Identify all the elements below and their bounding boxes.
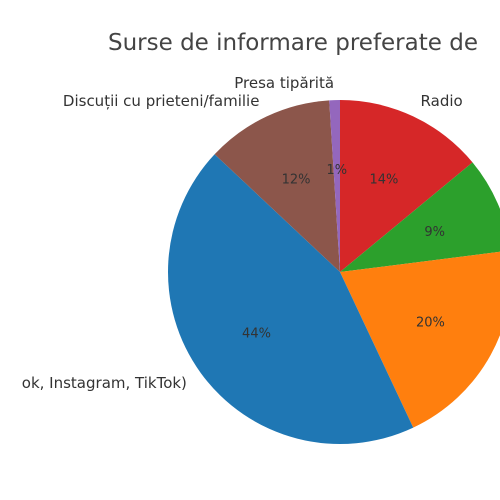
percent-label-0: 14% (369, 173, 398, 188)
percent-label-5: 1% (326, 163, 347, 178)
percent-labels: 14% 9% 20% 44% 12% 1% (242, 163, 445, 342)
slice-labels: Radio ok, Instagram, TikTok) Discuții cu p… (22, 74, 463, 392)
percent-label-4: 12% (282, 173, 311, 188)
pie-slice-5 (329, 100, 340, 272)
pie-slice-4 (214, 100, 340, 272)
percent-label-1: 9% (424, 225, 445, 240)
slice-label-4: Discuții cu prieteni/familie (63, 92, 260, 110)
percent-label-2: 20% (416, 316, 445, 331)
percent-label-3: 44% (242, 327, 271, 342)
pie-slices (168, 100, 500, 444)
pie-slice-3 (168, 154, 414, 444)
slice-label-5: Presa tipărită (234, 74, 334, 92)
pie-slice-2 (340, 251, 500, 428)
pie-slice-1 (340, 162, 500, 272)
slice-label-0: Radio (421, 92, 463, 110)
pie-slice-0 (340, 100, 473, 272)
chart-title: Surse de informare preferate de (108, 30, 478, 56)
slice-label-3: ok, Instagram, TikTok) (22, 374, 187, 392)
